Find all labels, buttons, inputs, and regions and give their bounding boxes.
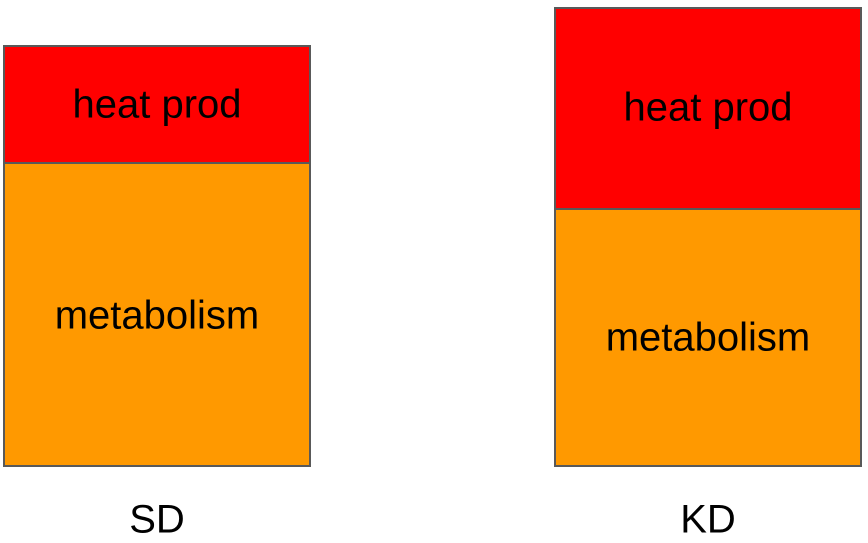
block-label: heat prod xyxy=(72,83,241,127)
column-label: KD xyxy=(680,498,736,542)
column-sd: heat prod metabolism SD xyxy=(3,45,311,542)
metabolism-block xyxy=(554,208,862,467)
column-label: SD xyxy=(129,498,185,542)
heat-prod-block xyxy=(554,7,862,210)
heat-prod-block xyxy=(3,45,311,164)
block-label: metabolism xyxy=(606,316,811,360)
block-label: metabolism xyxy=(55,294,260,338)
metabolism-block xyxy=(3,162,311,467)
column-kd: heat prod metabolism KD xyxy=(554,7,862,542)
block-label: heat prod xyxy=(623,86,792,130)
